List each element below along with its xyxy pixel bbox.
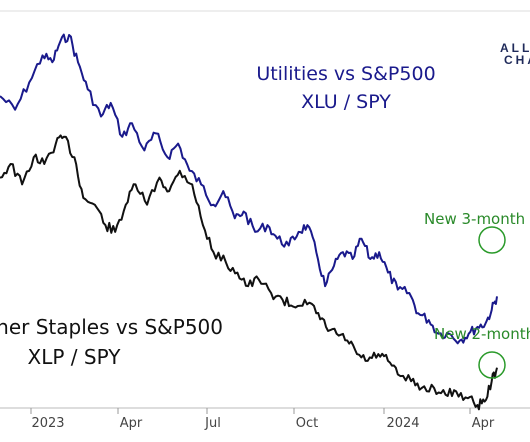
x-tick-label-apr-2024: Apr [472,416,495,431]
x-tick-label-jul: Jul [204,416,221,431]
logo-line2: CHA [504,53,530,67]
logo-line1: ALL [500,41,530,55]
utilities-label-line2: XLU / SPY [301,91,391,113]
xlp-highlight-circle [478,351,506,379]
staples-label-line2: XLP / SPY [28,345,122,369]
series-line-xlu-spy [0,33,498,345]
xlu-highlight-circle [478,226,506,254]
series-line-xlp-spy [0,134,498,411]
staples-label-line1: ner Staples vs S&P500 [0,315,223,339]
xlp-annotation: New 2-month [434,325,530,343]
utilities-label-line1: Utilities vs S&P500 [256,63,435,85]
x-tick-label-2024: 2024 [386,416,419,431]
xlu-annotation: New 3-month H [424,210,530,228]
x-tick-label-2023: 2023 [31,416,64,431]
x-axis-ticks: 2023 Apr Jul Oct 2024 Apr [30,408,495,431]
x-tick-label-apr-2023: Apr [120,416,143,431]
x-tick-label-oct: Oct [296,416,318,431]
